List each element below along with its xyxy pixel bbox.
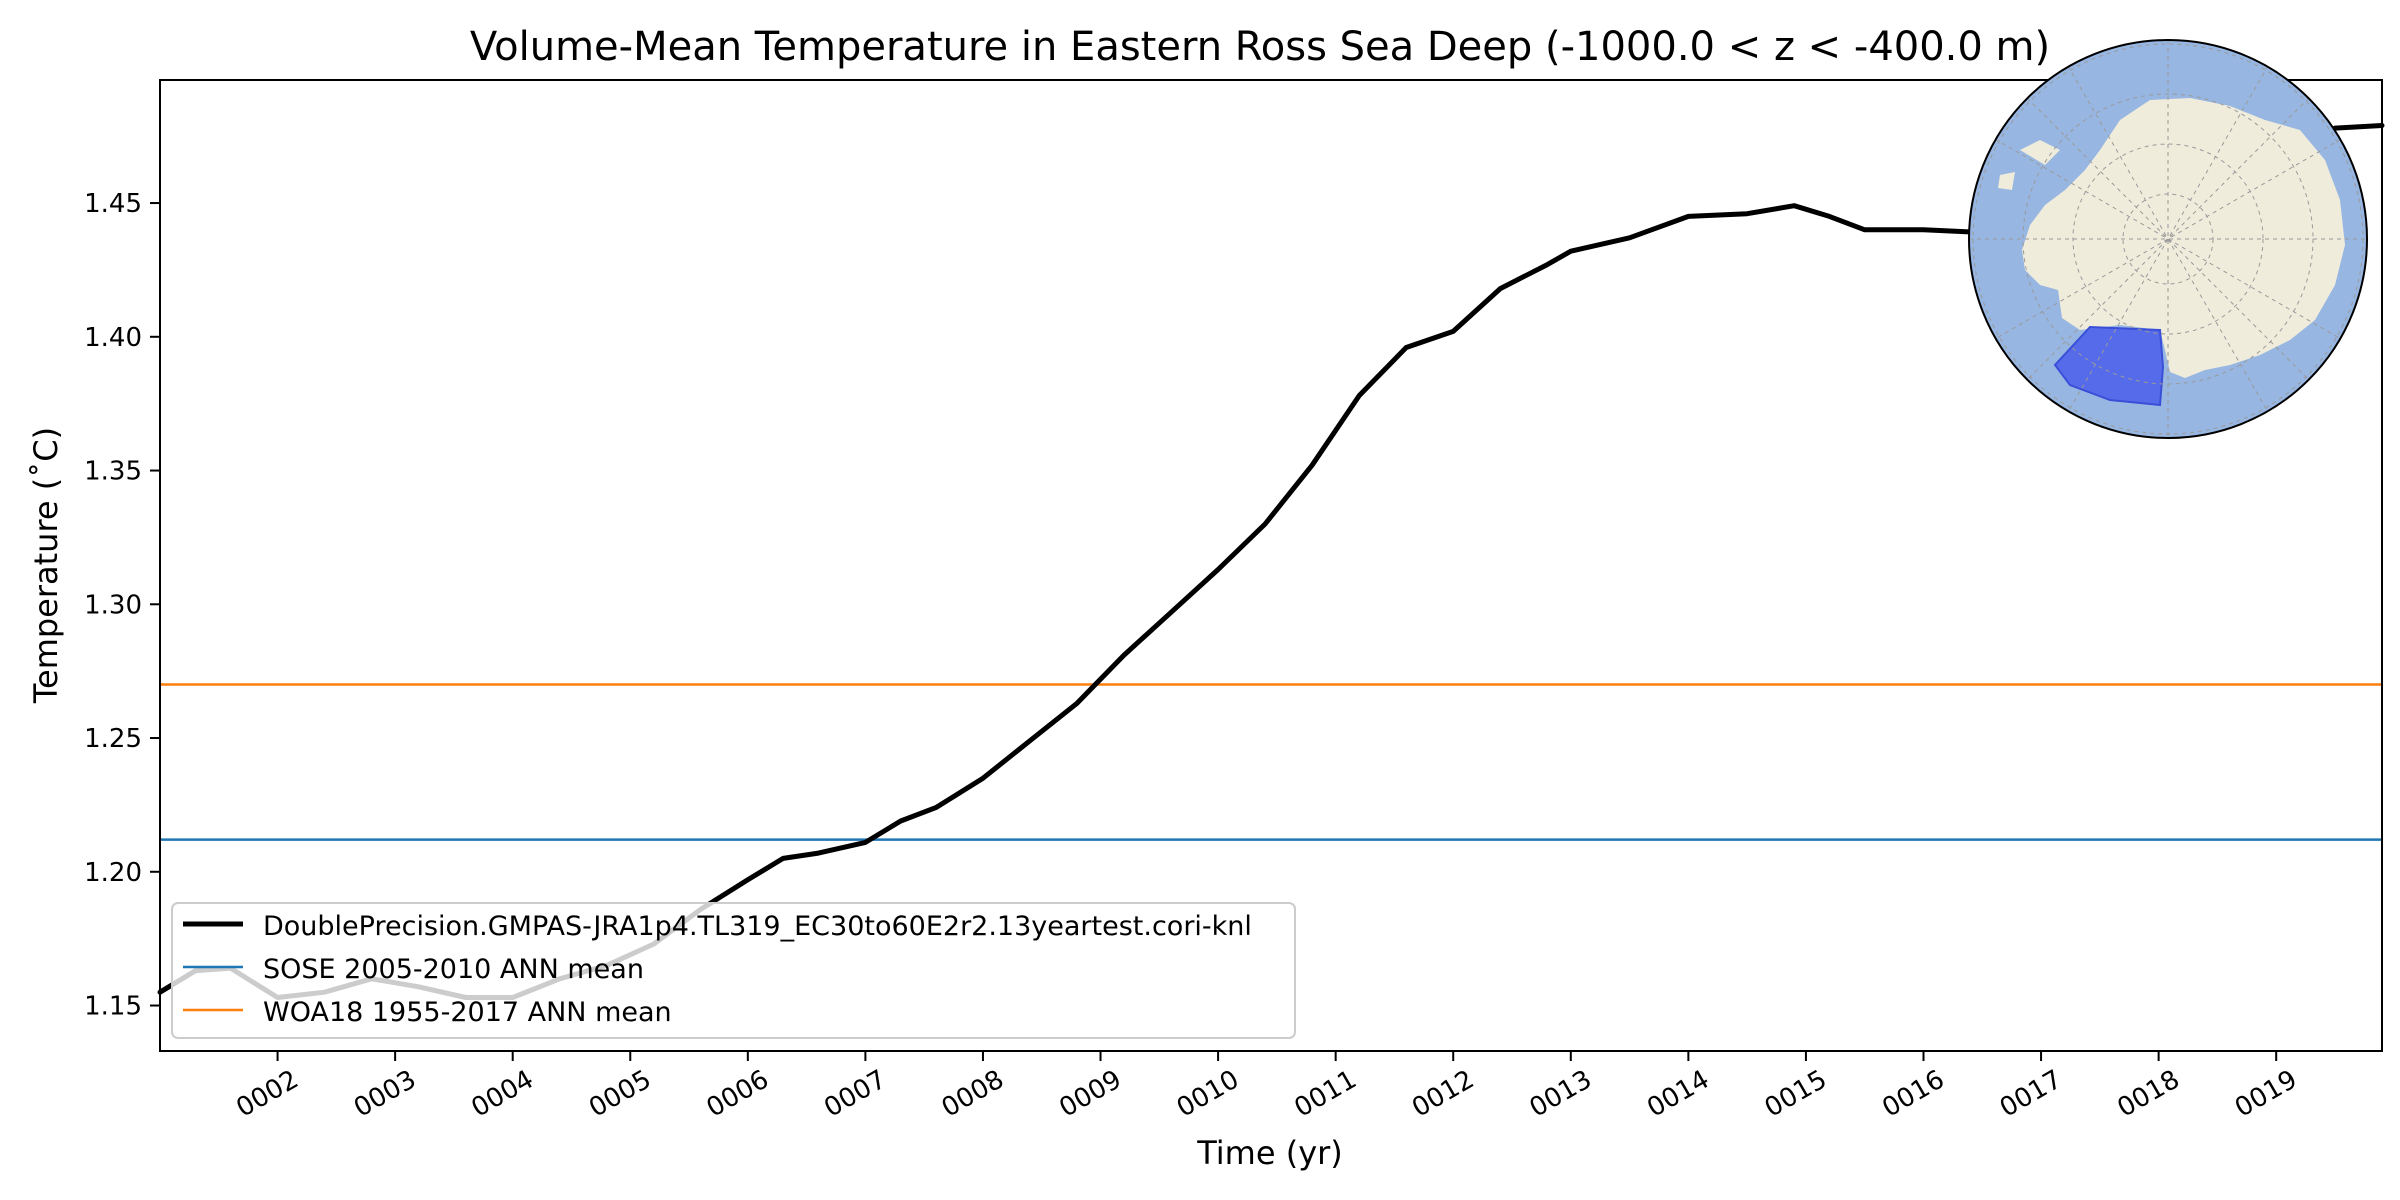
- legend-label-woa18: WOA18 1955-2017 ANN mean: [263, 997, 672, 1028]
- y-axis-label: Temperature (˚C): [27, 427, 65, 704]
- legend-label-doubleprecision: DoublePrecision.GMPAS-JRA1p4.TL319_EC30t…: [263, 911, 1252, 942]
- y-tick-label: 1.35: [84, 457, 142, 487]
- map-islands: [1998, 140, 2060, 190]
- y-tick-label: 1.40: [84, 323, 142, 353]
- map-graticule: [1969, 40, 2367, 438]
- y-tick-label: 1.25: [84, 724, 142, 754]
- eastern-ross-sea-region: [2053, 325, 2165, 407]
- y-tick-label: 1.30: [84, 590, 142, 620]
- region-inset-map: [1968, 39, 2368, 439]
- map-border: [1968, 39, 2368, 439]
- legend-box: [171, 902, 1296, 1039]
- plot-frame: [159, 79, 2383, 1052]
- antarctica-landmass: [2022, 98, 2345, 378]
- legend-label-sose: SOSE 2005-2010 ANN mean: [263, 954, 644, 985]
- y-tick-label: 1.45: [84, 189, 142, 219]
- y-tick-label: 1.20: [84, 858, 142, 888]
- y-axis: 1.15 1.20 1.25 1.30 1.35 1.40 1.45: [84, 189, 160, 1022]
- chart-title: Volume-Mean Temperature in Eastern Ross …: [470, 24, 2050, 70]
- legend: DoublePrecision.GMPAS-JRA1p4.TL319_EC30t…: [171, 902, 1296, 1039]
- x-axis-label: Time (yr): [1196, 1134, 1343, 1172]
- y-tick-label: 1.15: [84, 992, 142, 1022]
- reference-lines: [160, 683, 2382, 841]
